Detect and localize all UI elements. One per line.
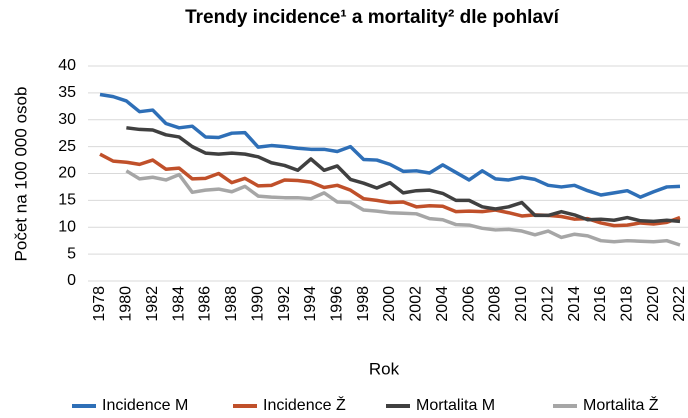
y-tick-label: 15 <box>58 192 76 209</box>
x-tick-label: 1990 <box>249 286 266 322</box>
y-tick-label: 0 <box>67 272 76 289</box>
x-tick-label: 2006 <box>460 286 477 322</box>
series-line <box>125 169 681 247</box>
y-tick-label: 20 <box>58 165 76 182</box>
x-tick-label: 2000 <box>381 286 398 322</box>
legend-label: Incidence M <box>102 397 188 414</box>
x-tick-label: 1994 <box>302 286 319 322</box>
y-tick-label: 30 <box>58 111 76 128</box>
x-tick-label: 1978 <box>91 286 108 322</box>
x-tick-label: 2012 <box>539 286 556 322</box>
x-tick-label: 2020 <box>645 286 662 322</box>
x-tick-label: 1992 <box>276 286 293 322</box>
y-tick-label: 5 <box>67 245 76 262</box>
legend-label: Incidence Ž <box>263 395 346 414</box>
x-tick-label: 1998 <box>355 286 372 322</box>
x-tick-label: 2004 <box>434 286 451 322</box>
y-tick-label: 25 <box>58 138 76 155</box>
legend-label: Mortalita Ž <box>583 395 659 414</box>
y-axis-label: Počet na 100 000 osob <box>11 87 30 262</box>
x-tick-label: 1982 <box>144 286 161 322</box>
x-tick-label: 1986 <box>197 286 214 322</box>
x-tick-label: 2008 <box>487 286 504 322</box>
y-tick-label: 35 <box>58 84 76 101</box>
series-line <box>126 126 681 224</box>
x-axis-label: Rok <box>369 359 400 378</box>
x-tick-label: 2002 <box>408 286 425 322</box>
x-tick-label: 2010 <box>513 286 530 322</box>
y-tick-label: 40 <box>58 57 76 74</box>
series-line <box>99 92 681 199</box>
x-tick-label: 2018 <box>618 286 635 322</box>
x-tick-label: 1984 <box>170 286 187 322</box>
x-tick-label: 1988 <box>223 286 240 322</box>
chart-title: Trendy incidence¹ a mortality² dle pohla… <box>185 7 559 28</box>
x-tick-label: 2016 <box>592 286 609 322</box>
x-tick-label: 2022 <box>671 286 688 322</box>
x-tick-label: 1980 <box>118 286 135 322</box>
y-tick-label: 10 <box>58 218 76 235</box>
x-tick-label: 1996 <box>328 286 345 322</box>
legend-label: Mortalita M <box>416 397 495 414</box>
x-tick-label: 2014 <box>566 286 583 322</box>
